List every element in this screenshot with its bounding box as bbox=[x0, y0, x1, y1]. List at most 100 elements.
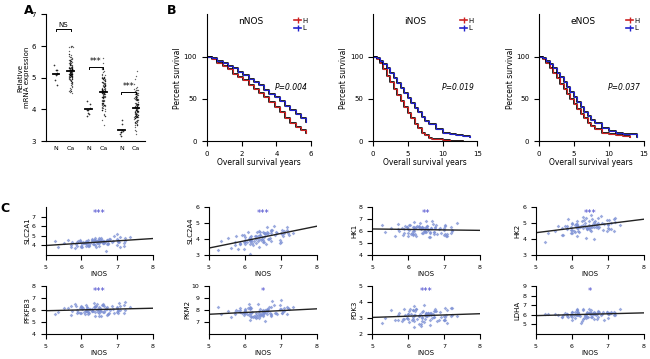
Point bbox=[129, 109, 140, 115]
Point bbox=[276, 306, 286, 312]
Point bbox=[416, 227, 426, 232]
Point bbox=[213, 304, 223, 310]
Point bbox=[592, 221, 603, 227]
Point bbox=[235, 241, 246, 246]
Point bbox=[255, 306, 266, 312]
Point bbox=[132, 113, 142, 119]
Point bbox=[100, 82, 110, 88]
Text: ***: *** bbox=[420, 288, 433, 297]
Point bbox=[567, 227, 578, 233]
Point bbox=[429, 229, 439, 235]
Point bbox=[282, 224, 293, 230]
Point bbox=[108, 306, 118, 312]
Point bbox=[256, 311, 266, 316]
Point bbox=[66, 52, 77, 57]
Point bbox=[131, 93, 141, 99]
Point bbox=[133, 112, 143, 118]
Point bbox=[583, 314, 593, 320]
Point bbox=[574, 229, 584, 235]
Point bbox=[97, 107, 107, 113]
Point bbox=[76, 239, 86, 245]
Point bbox=[278, 230, 289, 236]
Point bbox=[426, 316, 437, 321]
Point bbox=[131, 94, 142, 100]
Point bbox=[133, 108, 143, 114]
Point bbox=[410, 225, 420, 230]
Point bbox=[605, 220, 616, 225]
Point bbox=[255, 229, 265, 235]
Point bbox=[105, 307, 116, 313]
Text: ***: *** bbox=[90, 57, 102, 66]
Point bbox=[87, 306, 98, 312]
Point bbox=[595, 312, 606, 318]
Point bbox=[82, 241, 92, 247]
Point bbox=[428, 314, 439, 320]
Point bbox=[226, 245, 237, 251]
Point bbox=[98, 83, 109, 89]
Point bbox=[63, 305, 73, 311]
Point bbox=[282, 311, 293, 317]
Point bbox=[130, 120, 140, 126]
Point bbox=[120, 238, 130, 244]
Point bbox=[98, 80, 109, 85]
Point bbox=[252, 229, 263, 235]
Point bbox=[81, 308, 92, 314]
Point bbox=[131, 74, 142, 79]
Point bbox=[66, 313, 77, 318]
Point bbox=[93, 309, 103, 315]
Point bbox=[447, 312, 457, 317]
Point bbox=[572, 223, 582, 229]
Point bbox=[133, 106, 143, 111]
Point bbox=[98, 66, 108, 72]
Point bbox=[65, 72, 75, 78]
Point bbox=[95, 306, 105, 311]
Point bbox=[602, 218, 612, 223]
Point bbox=[64, 62, 75, 67]
Point bbox=[257, 313, 268, 318]
Point bbox=[99, 307, 110, 313]
Point bbox=[402, 224, 413, 230]
Point bbox=[129, 87, 140, 92]
Point bbox=[108, 238, 118, 244]
Point bbox=[277, 227, 287, 233]
Point bbox=[272, 230, 283, 236]
Point bbox=[426, 218, 437, 224]
Point bbox=[132, 113, 142, 119]
Point bbox=[65, 60, 75, 66]
Point bbox=[278, 308, 288, 314]
Point bbox=[64, 44, 75, 50]
Point bbox=[578, 307, 588, 313]
Point bbox=[84, 242, 94, 248]
Point bbox=[65, 70, 75, 76]
Point bbox=[94, 307, 105, 313]
Point bbox=[421, 230, 431, 236]
Point bbox=[99, 102, 109, 108]
Point bbox=[115, 234, 125, 239]
Text: A: A bbox=[23, 4, 33, 17]
Point bbox=[66, 70, 76, 75]
Point bbox=[439, 233, 449, 238]
Point bbox=[408, 314, 418, 320]
Point bbox=[129, 103, 140, 109]
Point bbox=[99, 88, 110, 94]
Point bbox=[233, 246, 243, 252]
Point bbox=[266, 311, 276, 317]
Point bbox=[268, 224, 279, 229]
Point bbox=[402, 224, 412, 230]
Point bbox=[98, 301, 109, 307]
Point bbox=[102, 237, 112, 242]
Point bbox=[213, 247, 223, 253]
Point bbox=[584, 310, 595, 316]
Point bbox=[65, 71, 75, 77]
Point bbox=[83, 110, 93, 116]
Point bbox=[97, 86, 107, 92]
Point bbox=[97, 79, 107, 85]
Point bbox=[98, 69, 108, 75]
Point bbox=[283, 232, 294, 238]
Point bbox=[599, 222, 610, 227]
Point bbox=[414, 321, 424, 326]
Legend: H, L: H, L bbox=[294, 18, 307, 31]
Point bbox=[610, 219, 621, 224]
Point bbox=[602, 309, 612, 314]
Point bbox=[99, 75, 109, 81]
